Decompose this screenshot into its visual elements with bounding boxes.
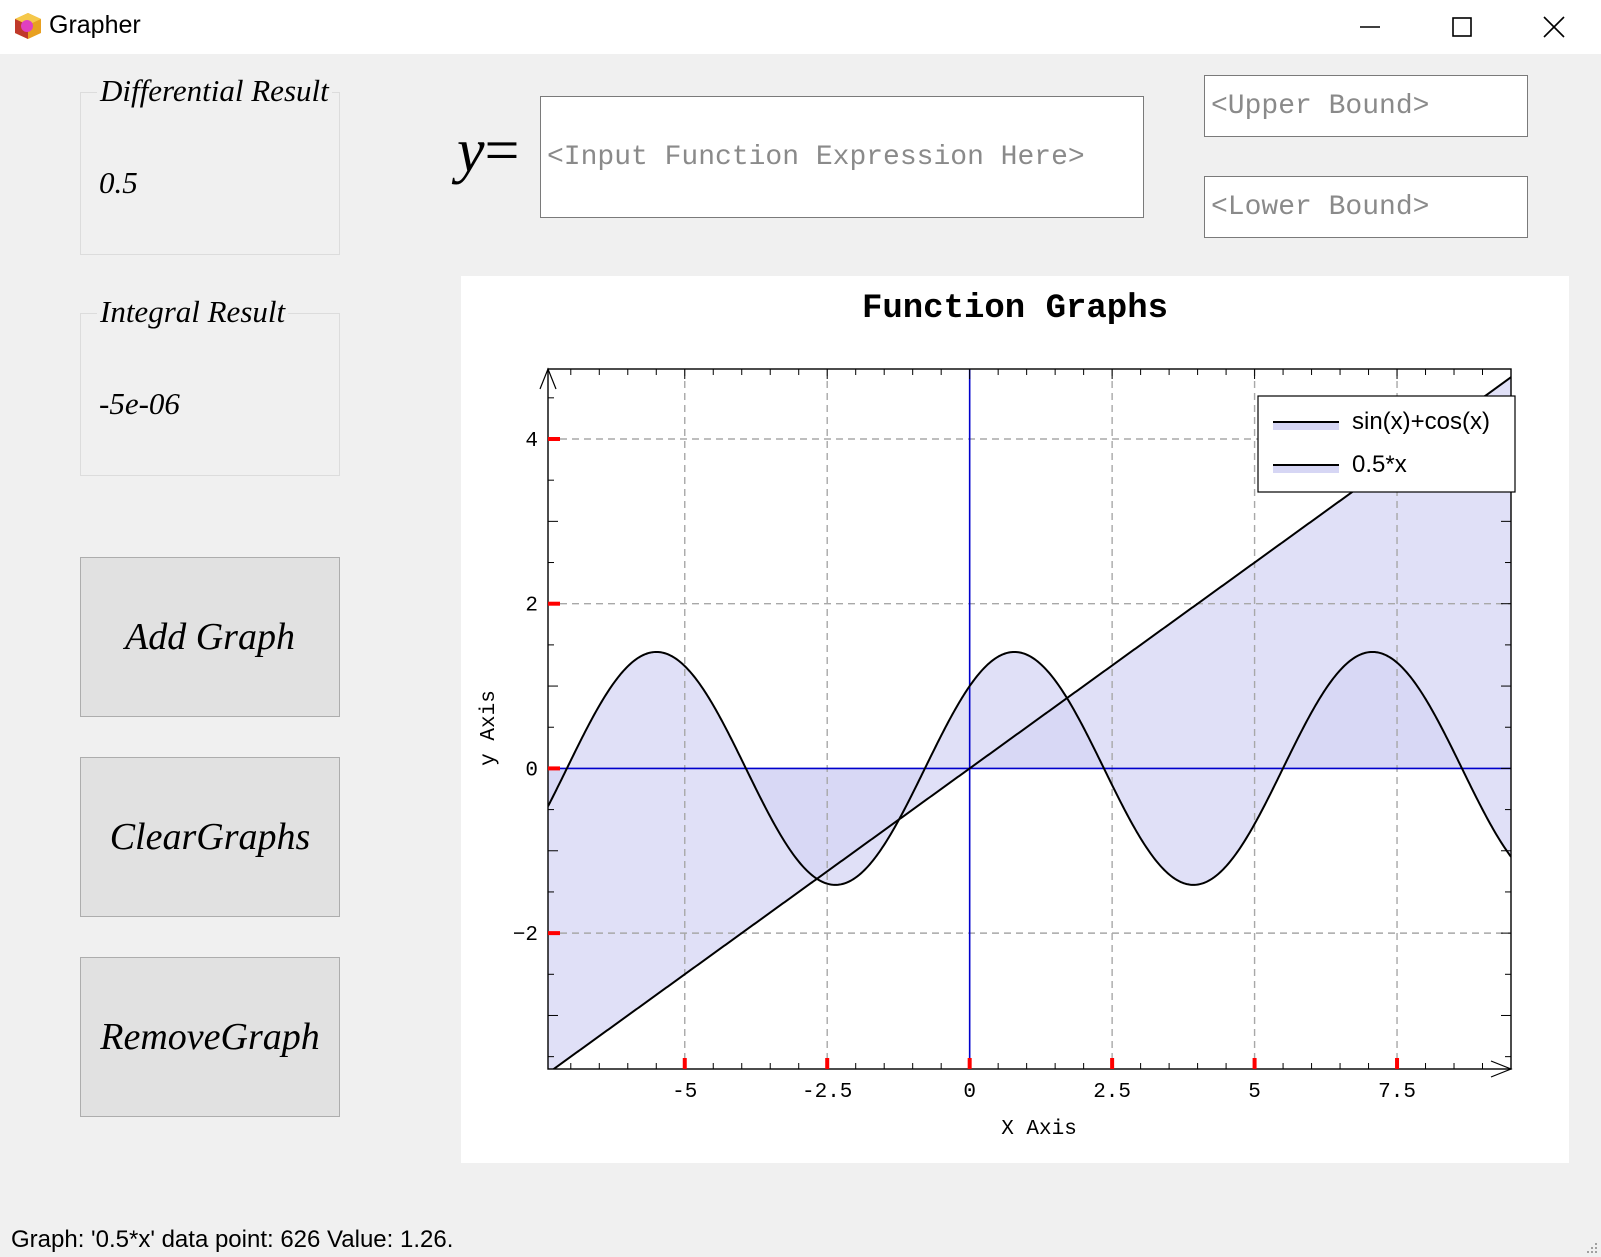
y-variable-label: y xyxy=(457,117,485,185)
y-tick-label-3: 2 xyxy=(525,595,538,618)
maximize-icon xyxy=(1452,17,1472,37)
integral-result-value: -5e-06 xyxy=(99,386,180,421)
plot-panel[interactable]: Function Graphs -5 -2.5 0 2.5 5 7.5 −2 0 2 4 X Ax… xyxy=(461,276,1569,1163)
close-button[interactable] xyxy=(1508,0,1600,54)
resize-grip-icon[interactable] xyxy=(1584,1240,1598,1254)
y-tick-label-2: 0 xyxy=(525,759,538,782)
differential-result-value: 0.5 xyxy=(99,165,138,200)
function-graph-chart[interactable]: Function Graphs -5 -2.5 0 2.5 5 7.5 −2 0 2 4 X Ax… xyxy=(461,276,1569,1163)
series-fill-2 xyxy=(548,377,1511,1069)
plot-area: -5 -2.5 0 2.5 5 7.5 −2 0 2 4 xyxy=(513,367,1513,1104)
y-equals-label: y= xyxy=(457,116,520,187)
series-line-1 xyxy=(548,650,1511,886)
clear-graphs-button[interactable]: ClearGraphs xyxy=(80,757,340,917)
equals-sign: = xyxy=(484,117,520,185)
app-icon xyxy=(15,13,41,39)
close-icon xyxy=(1543,16,1565,38)
y-tick-label-1: −2 xyxy=(513,924,538,947)
differential-result-title: Differential Result xyxy=(97,73,332,109)
series-line-2 xyxy=(551,376,1511,1069)
function-expression-input[interactable] xyxy=(540,96,1144,218)
legend-label-2: 0.5*x xyxy=(1352,451,1407,478)
status-bar-text: Graph: '0.5*x' data point: 626 Value: 1.… xyxy=(11,1226,454,1253)
x-tick-label-3: 0 xyxy=(963,1081,976,1104)
title-bar: Grapher xyxy=(0,0,1601,54)
x-tick-label-4: 2.5 xyxy=(1093,1081,1131,1104)
integral-result-group: Integral Result -5e-06 xyxy=(80,294,340,476)
x-tick-label-6: 7.5 xyxy=(1378,1081,1416,1104)
chart-title: Function Graphs xyxy=(862,290,1168,328)
y-axis-label: y Axis xyxy=(478,690,501,766)
x-axis-label: X Axis xyxy=(1001,1118,1077,1141)
y-axis-arrow-icon xyxy=(539,367,557,390)
differential-result-group: Differential Result 0.5 xyxy=(80,73,340,255)
integral-result-title: Integral Result xyxy=(97,294,289,330)
add-graph-button[interactable]: Add Graph xyxy=(80,557,340,717)
y-tick-label-4: 4 xyxy=(525,430,538,453)
window-title: Grapher xyxy=(49,11,141,39)
plot-frame xyxy=(547,368,1512,1070)
remove-graph-button[interactable]: RemoveGraph xyxy=(80,957,340,1117)
legend-swatch-1 xyxy=(1273,421,1339,430)
minimize-button[interactable] xyxy=(1324,0,1416,54)
x-tick-label-1: -5 xyxy=(672,1081,697,1104)
legend: sin(x)+cos(x) 0.5*x xyxy=(1257,395,1516,493)
x-tick-label-2: -2.5 xyxy=(802,1081,852,1104)
upper-bound-input[interactable] xyxy=(1204,75,1528,137)
minimize-icon xyxy=(1360,26,1380,28)
x-tick-label-5: 5 xyxy=(1248,1081,1261,1104)
legend-label-1: sin(x)+cos(x) xyxy=(1352,408,1490,435)
legend-swatch-2 xyxy=(1273,464,1339,473)
lower-bound-input[interactable] xyxy=(1204,176,1528,238)
maximize-button[interactable] xyxy=(1416,0,1508,54)
